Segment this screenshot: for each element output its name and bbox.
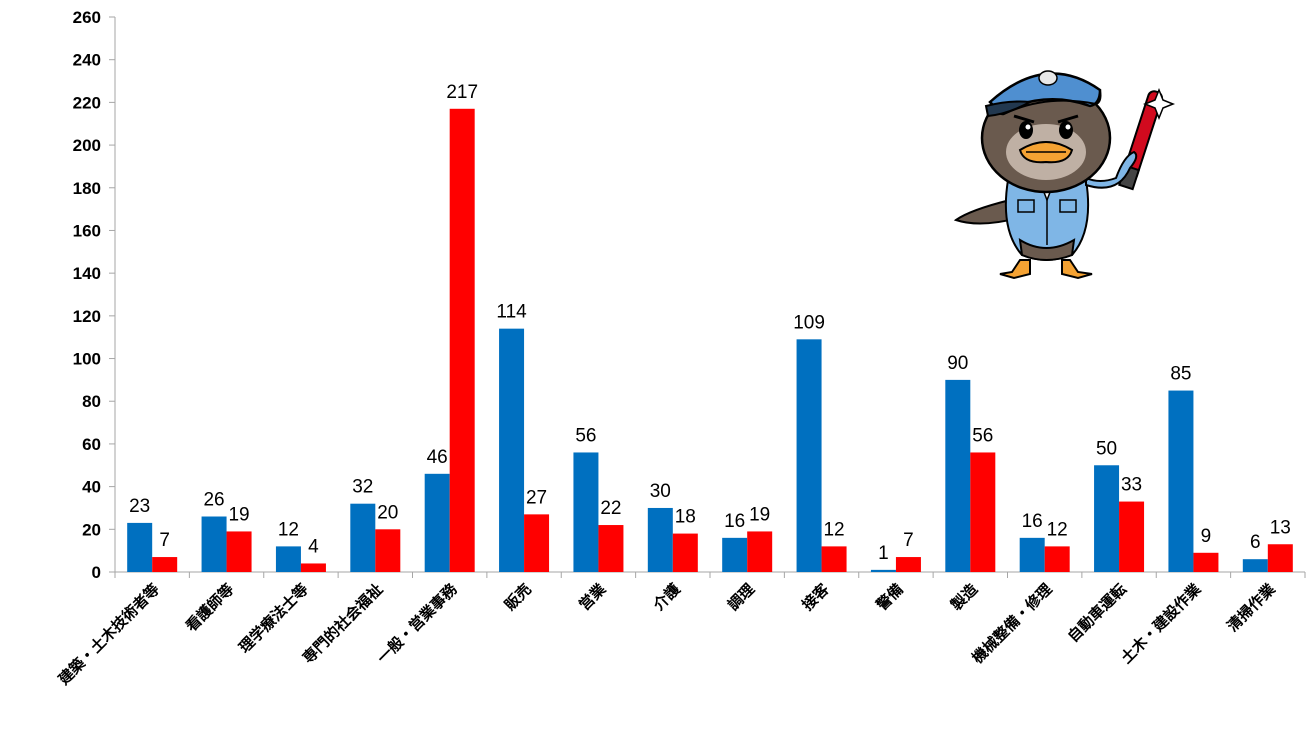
bar [895, 557, 921, 572]
data-label: 33 [1121, 475, 1142, 496]
data-label: 32 [352, 477, 373, 498]
bar [796, 339, 822, 572]
data-label: 18 [675, 507, 696, 528]
x-tick-label: 販売 [501, 580, 535, 614]
x-tick-label: 清掃作業 [1223, 579, 1279, 635]
bar [1242, 559, 1268, 572]
y-tick-label: 0 [92, 563, 101, 582]
duck-police-mascot-icon [953, 70, 1176, 280]
x-tick-label: 一般・営業事務 [374, 579, 462, 667]
data-label: 114 [496, 302, 527, 323]
bar [598, 525, 624, 572]
data-label: 30 [650, 481, 671, 502]
y-tick-label: 260 [73, 8, 101, 27]
x-tick-label: 建築・土木技術者等 [55, 580, 163, 688]
data-label: 6 [1250, 532, 1261, 553]
x-tick-label: 警備 [872, 580, 907, 615]
data-label: 19 [228, 504, 249, 525]
bar [152, 557, 178, 572]
x-tick-label: 理学療法士等 [235, 580, 311, 656]
x-tick-label: 土木・建設作業 [1117, 579, 1205, 667]
data-label: 109 [793, 312, 825, 333]
data-label: 7 [903, 530, 914, 551]
bar [449, 108, 475, 573]
data-label: 85 [1170, 364, 1191, 385]
x-tick-label: 接客 [798, 579, 833, 614]
bars [127, 108, 1293, 573]
data-label: 90 [947, 353, 968, 374]
bar [226, 531, 252, 572]
data-label: 27 [526, 487, 547, 508]
x-tick-label: 調理 [724, 580, 758, 614]
bar [747, 531, 773, 572]
bar [1267, 544, 1293, 572]
data-label: 12 [1047, 519, 1068, 540]
bar [499, 328, 525, 572]
x-tick-labels: 建築・土木技術者等 看護師等理学療法士等専門的社会福祉一般・営業事務 販売 営業 介護調… [55, 579, 1280, 688]
bar [970, 452, 996, 572]
data-label: 13 [1270, 517, 1291, 538]
bar [1019, 537, 1045, 572]
y-tick-label: 200 [73, 136, 101, 155]
bar [945, 379, 971, 572]
data-label: 12 [823, 519, 844, 540]
data-label: 26 [203, 490, 224, 511]
data-label: 46 [427, 447, 448, 468]
bar [672, 533, 698, 572]
y-tick-label: 80 [82, 392, 101, 411]
y-tick-label: 180 [73, 179, 101, 198]
x-tick-label: 看護師等 [182, 580, 237, 635]
data-labels: 23 26 12 32 46 114 56 30 16 109 1 90 16 50 85 6 7 19 4 20 21… [129, 82, 1291, 564]
data-label: 56 [575, 425, 596, 446]
bar [722, 537, 748, 572]
bar [647, 507, 673, 572]
y-tick-label: 20 [82, 520, 101, 539]
data-label: 12 [278, 519, 299, 540]
bar [870, 569, 896, 572]
bar [350, 503, 376, 572]
bar [275, 546, 301, 572]
bar [821, 546, 847, 572]
bar [1094, 465, 1120, 572]
data-label: 9 [1201, 526, 1212, 547]
data-label: 20 [377, 502, 398, 523]
data-label: 4 [308, 536, 319, 557]
y-tick-label: 160 [73, 221, 101, 240]
data-label: 16 [724, 511, 745, 532]
data-label: 19 [749, 504, 770, 525]
y-tick-label: 40 [82, 478, 101, 497]
bar [1119, 501, 1145, 572]
bar [1193, 552, 1219, 572]
x-tick-label: 営業 [575, 579, 610, 614]
data-label: 22 [600, 498, 621, 519]
bar [300, 563, 326, 572]
y-tick-labels: 0 20 40 60 80 100 120 140 160 180 200 220 240 260 [73, 8, 101, 582]
bar [1168, 390, 1194, 572]
bar [127, 522, 153, 572]
bar [1044, 546, 1070, 572]
data-label: 7 [159, 530, 170, 551]
data-label: 50 [1096, 438, 1117, 459]
x-tick-label: 介護 [649, 579, 684, 614]
y-tick-label: 120 [73, 307, 101, 326]
bar [424, 473, 450, 572]
data-label: 217 [446, 82, 478, 103]
data-label: 56 [972, 425, 993, 446]
data-label: 16 [1022, 511, 1043, 532]
bar [375, 529, 401, 572]
bar [201, 516, 227, 572]
x-tick-label: 自動車運転 [1064, 580, 1130, 646]
data-label: 23 [129, 496, 150, 517]
x-tick-label: 製造 [946, 580, 981, 615]
data-label: 1 [878, 543, 889, 564]
bar [524, 514, 550, 572]
y-tick-label: 100 [73, 350, 101, 369]
y-tick-label: 240 [73, 51, 101, 70]
y-tick-label: 140 [73, 264, 101, 283]
x-tick-label: 機械整備・修理 [969, 580, 1056, 667]
y-tick-label: 220 [73, 93, 101, 112]
bar [573, 452, 599, 572]
y-tick-label: 60 [82, 435, 101, 454]
